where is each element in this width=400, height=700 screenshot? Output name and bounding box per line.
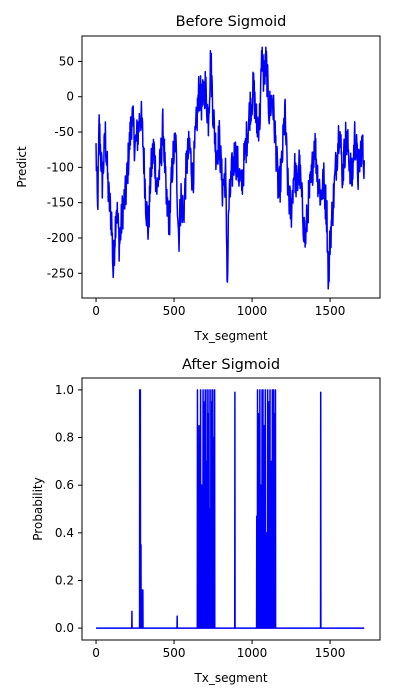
x-tick-label: 0 xyxy=(92,304,100,318)
y-tick-label: -100 xyxy=(47,160,74,174)
y-axis-label: Probability xyxy=(31,477,45,540)
y-tick-label: -150 xyxy=(47,196,74,210)
tick-layer: 0 500 1000 1500 0.0 0.2 0.4 0.6 0.8 1.0 xyxy=(55,383,345,660)
y-axis-label: Predict xyxy=(15,146,29,188)
y-tick-label: 0.0 xyxy=(55,621,74,635)
chart-title: Before Sigmoid xyxy=(176,14,287,30)
x-tick-label: 1500 xyxy=(315,304,346,318)
y-tick-label: -250 xyxy=(47,266,74,280)
x-tick-label: 500 xyxy=(163,304,186,318)
chart-before-sigmoid: Before Sigmoid 0 500 1000 1500500-50-100-15… xyxy=(15,14,381,343)
y-tick-label: 0.8 xyxy=(55,431,74,445)
x-tick-label: 0 xyxy=(92,646,100,660)
x-axis-label: Tx_segment xyxy=(193,671,267,685)
x-tick-label: 1000 xyxy=(237,646,268,660)
chart-after-sigmoid: After Sigmoid 0 500 1000 1500 0.0 0.2 0.4 0.6 0.… xyxy=(31,357,381,685)
y-tick-label: 1.0 xyxy=(55,383,74,397)
y-tick-label: 50 xyxy=(59,54,74,68)
y-tick-label: -200 xyxy=(47,231,74,245)
y-tick-label: 0 xyxy=(66,90,74,104)
x-tick-label: 1500 xyxy=(315,646,346,660)
y-tick-label: 0.6 xyxy=(55,478,74,492)
x-axis-label: Tx_segment xyxy=(193,329,267,343)
y-tick-label: 0.4 xyxy=(55,526,74,540)
series-line xyxy=(96,389,365,629)
plot-frame xyxy=(81,35,381,299)
y-tick-label: 0.2 xyxy=(55,573,74,587)
y-tick-label: -50 xyxy=(54,125,74,139)
plot-frame xyxy=(81,377,381,641)
x-tick-label: 500 xyxy=(163,646,186,660)
data-layer xyxy=(95,46,365,290)
x-tick-label: 1000 xyxy=(237,304,268,318)
data-layer xyxy=(96,389,365,629)
series-line xyxy=(95,46,365,290)
chart-title: After Sigmoid xyxy=(182,357,280,373)
